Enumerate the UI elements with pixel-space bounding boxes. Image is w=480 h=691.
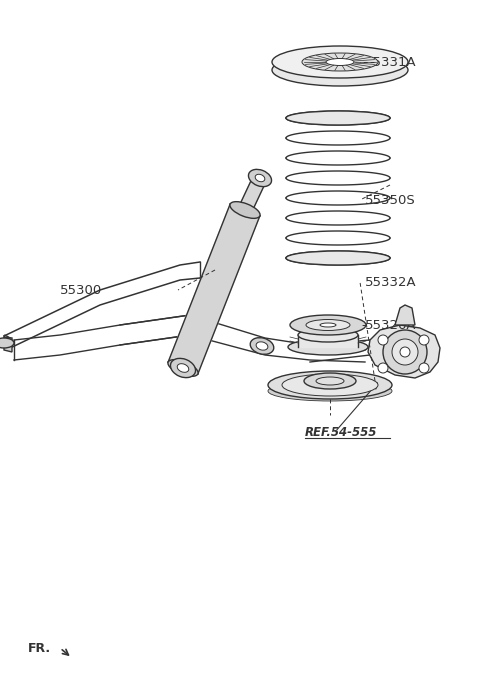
Polygon shape: [395, 305, 415, 325]
Ellipse shape: [302, 53, 378, 71]
Ellipse shape: [383, 330, 427, 374]
Text: 55350S: 55350S: [365, 193, 416, 207]
Ellipse shape: [286, 251, 390, 265]
Ellipse shape: [378, 335, 388, 345]
Ellipse shape: [419, 363, 429, 373]
Ellipse shape: [170, 359, 195, 377]
Polygon shape: [4, 337, 12, 352]
Ellipse shape: [392, 339, 418, 365]
Polygon shape: [298, 335, 358, 347]
Ellipse shape: [378, 363, 388, 373]
Ellipse shape: [268, 381, 392, 401]
Ellipse shape: [0, 338, 14, 348]
Ellipse shape: [400, 347, 410, 357]
Text: 55326A: 55326A: [365, 319, 417, 332]
Ellipse shape: [177, 363, 189, 372]
Ellipse shape: [268, 371, 392, 399]
Text: 55331A: 55331A: [365, 55, 417, 68]
Ellipse shape: [256, 342, 268, 350]
Ellipse shape: [249, 169, 272, 187]
Ellipse shape: [250, 338, 274, 354]
Text: REF.54-555: REF.54-555: [305, 426, 377, 439]
Ellipse shape: [168, 359, 198, 377]
Ellipse shape: [230, 202, 260, 218]
Polygon shape: [168, 204, 260, 374]
Ellipse shape: [419, 335, 429, 345]
Ellipse shape: [320, 323, 336, 327]
Ellipse shape: [290, 315, 366, 335]
Ellipse shape: [316, 377, 344, 385]
Polygon shape: [368, 325, 440, 378]
Ellipse shape: [326, 59, 354, 66]
Ellipse shape: [255, 174, 265, 182]
Ellipse shape: [272, 46, 408, 78]
Text: 55332A: 55332A: [365, 276, 417, 289]
Ellipse shape: [286, 111, 390, 125]
Ellipse shape: [282, 374, 378, 396]
Polygon shape: [239, 176, 266, 213]
Ellipse shape: [306, 319, 350, 330]
Ellipse shape: [288, 339, 368, 355]
Polygon shape: [4, 335, 10, 341]
Ellipse shape: [304, 373, 356, 389]
Text: 55300: 55300: [60, 283, 102, 296]
Ellipse shape: [298, 328, 358, 342]
Text: FR.: FR.: [28, 641, 51, 654]
Ellipse shape: [272, 54, 408, 86]
